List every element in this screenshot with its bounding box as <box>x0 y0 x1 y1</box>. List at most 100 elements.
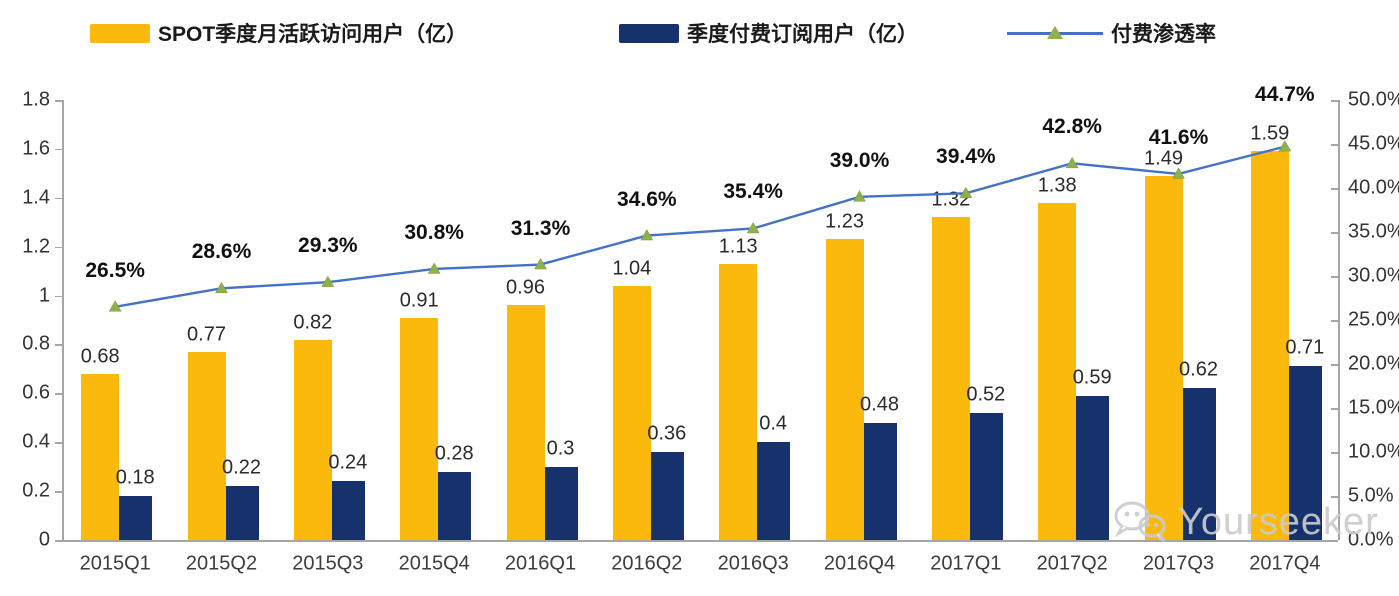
bar-mau <box>825 239 864 540</box>
mau-value-label: 0.91 <box>399 289 439 312</box>
left-axis-tick-label: 1.4 <box>22 186 50 209</box>
x-axis-label: 2015Q4 <box>398 552 470 575</box>
penetration-line <box>114 145 1286 308</box>
subs-value-label: 0.71 <box>1285 336 1325 359</box>
bar-mau <box>400 317 439 540</box>
bar-mau <box>1038 202 1077 540</box>
x-axis-label: 2016Q2 <box>611 552 683 575</box>
penetration-value-label: 44.7% <box>1255 82 1315 106</box>
legend-item-subs: 季度付费订阅用户（亿） <box>619 18 918 48</box>
left-axis-tick-label: 0.6 <box>22 381 50 404</box>
penetration-value-label: 42.8% <box>1042 115 1102 139</box>
left-axis-tick <box>55 344 62 346</box>
triangle-marker <box>1278 140 1292 152</box>
x-axis-label: 2016Q1 <box>504 552 577 575</box>
right-axis-tick-label: 45.0% <box>1348 132 1399 155</box>
mau-value-label: 1.38 <box>1037 174 1077 197</box>
x-axis-label: 2015Q1 <box>79 552 151 575</box>
triangle-marker <box>853 190 866 202</box>
left-axis-tick <box>55 197 62 200</box>
penetration-value-label: 34.6% <box>617 187 677 211</box>
triangle-marker <box>108 300 122 312</box>
mau-value-label: 0.68 <box>80 345 120 368</box>
triangle-marker <box>534 258 547 270</box>
mau-value-label: 1.59 <box>1250 122 1290 145</box>
bar-subs <box>225 486 259 540</box>
penetration-value-label: 39.4% <box>936 145 996 169</box>
triangle-marker <box>1065 156 1079 169</box>
penetration-value-label: 30.8% <box>404 220 464 244</box>
subs-value-label: 0.28 <box>434 442 474 465</box>
penetration-value-label: 41.6% <box>1148 125 1209 149</box>
bar-subs <box>1182 388 1216 540</box>
triangle-marker <box>427 262 441 274</box>
penetration-legend-marker <box>1007 23 1103 43</box>
right-axis-tick-label: 50.0% <box>1348 88 1399 111</box>
subs-legend-swatch <box>619 23 679 43</box>
right-axis-tick <box>1331 452 1338 454</box>
bar-subs <box>757 442 791 540</box>
mau-value-label: 1.04 <box>612 257 652 280</box>
subs-value-label: 0.24 <box>328 451 368 474</box>
bar-mau <box>293 339 332 540</box>
x-axis-label: 2015Q3 <box>292 552 364 575</box>
subs-value-label: 0.52 <box>966 383 1006 406</box>
subs-value-label: 0.18 <box>115 466 155 489</box>
right-axis-tick-label: 5.0% <box>1348 484 1394 507</box>
right-axis-tick <box>1331 232 1338 234</box>
subs-value-label: 0.36 <box>647 422 687 445</box>
legend-item-penetration: 付费渗透率 <box>1007 18 1216 48</box>
bar-subs <box>438 471 472 540</box>
x-axis-label: 2017Q4 <box>1249 552 1321 575</box>
mau-legend-label: SPOT季度月活跃访问用户（亿） <box>158 23 468 46</box>
x-axis-label: 2017Q2 <box>1036 552 1108 575</box>
penetration-value-label: 35.4% <box>723 180 783 204</box>
left-axis-tick <box>55 148 62 151</box>
bar-subs <box>969 412 1003 540</box>
mau-value-label: 1.13 <box>718 235 758 258</box>
bar-mau <box>719 263 758 540</box>
bar-mau <box>1144 175 1183 540</box>
right-axis-tick-label: 35.0% <box>1348 220 1399 243</box>
penetration-value-label: 29.3% <box>298 234 358 258</box>
left-axis-tick <box>55 442 62 444</box>
penetration-value-label: 39.0% <box>829 148 890 172</box>
left-axis-tick-label: 1.6 <box>22 137 50 160</box>
watermark: Yourseeker <box>1108 496 1379 548</box>
triangle-marker <box>1172 167 1185 179</box>
subs-value-label: 0.48 <box>860 393 899 416</box>
watermark-text: Yourseeker <box>1178 500 1379 543</box>
mau-value-label: 0.96 <box>506 276 545 299</box>
right-axis-tick-label: 10.0% <box>1348 440 1399 463</box>
left-axis-tick-label: 0.2 <box>22 479 50 502</box>
bar-subs <box>650 452 684 540</box>
right-axis-tick-label: 30.0% <box>1348 264 1399 287</box>
left-axis-tick-label: 1 <box>38 284 50 307</box>
right-axis-tick-label: 0.0% <box>1348 528 1394 551</box>
bar-subs <box>1076 395 1110 540</box>
right-axis-tick-label: 15.0% <box>1348 396 1399 419</box>
left-axis-tick <box>55 491 62 493</box>
bar-mau <box>187 351 226 540</box>
right-axis-tick-label: 25.0% <box>1348 308 1399 331</box>
bar-mau <box>506 305 545 540</box>
right-axis-tick <box>1331 276 1338 278</box>
left-axis-tick-label: 1.8 <box>22 88 50 111</box>
penetration-value-label: 28.6% <box>191 240 252 264</box>
bar-subs <box>863 422 897 540</box>
x-axis-label: 2016Q4 <box>823 552 896 575</box>
subs-value-label: 0.22 <box>222 456 261 479</box>
left-axis-tick <box>55 100 62 102</box>
right-axis-tick <box>1331 540 1338 542</box>
bar-subs <box>331 481 365 540</box>
mau-legend-swatch <box>90 23 150 43</box>
bar-subs <box>1288 366 1322 540</box>
x-axis <box>62 540 1338 542</box>
penetration-value-label: 26.5% <box>85 258 145 282</box>
penetration-legend-label: 付费渗透率 <box>1111 23 1216 46</box>
y-axis-right <box>1338 100 1340 540</box>
mau-value-label: 0.77 <box>187 323 226 346</box>
left-axis-tick-label: 0.4 <box>22 430 50 453</box>
